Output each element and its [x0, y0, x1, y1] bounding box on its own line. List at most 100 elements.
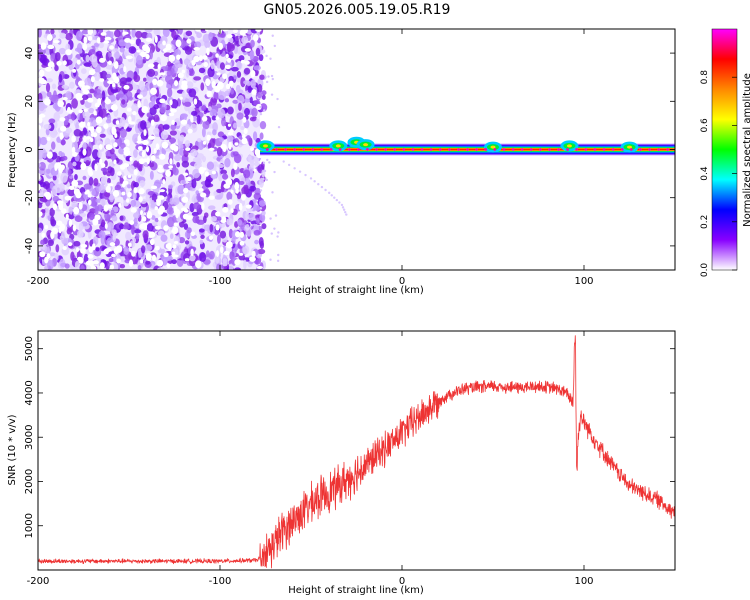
noise-gap: [171, 254, 179, 258]
noise-blob: [210, 59, 215, 70]
noise-dot: [270, 232, 273, 235]
noise-gap: [137, 134, 142, 143]
carrier-peak-dot: [311, 148, 315, 151]
noise-blob: [200, 82, 205, 91]
noise-gap: [91, 243, 96, 251]
noise-gap: [112, 190, 120, 197]
noise-blob: [236, 112, 244, 120]
noise-blob: [111, 215, 118, 222]
arc-dot: [345, 213, 348, 216]
noise-blob: [191, 178, 197, 189]
noise-blob: [185, 81, 194, 89]
noise-gap: [145, 37, 153, 42]
noise-gap: [126, 107, 132, 112]
noise-gap: [148, 135, 155, 140]
noise-gap: [224, 64, 232, 70]
noise-blob: [253, 229, 261, 236]
snr-frame: [37, 330, 676, 571]
noise-gap: [99, 262, 105, 270]
noise-dot: [270, 93, 274, 96]
noise-blob: [119, 215, 124, 221]
arc-dot: [344, 210, 347, 214]
carrier-bump-peak: [263, 144, 268, 148]
noise-blob: [243, 98, 251, 103]
noise-blob: [240, 77, 246, 88]
noise-blob: [196, 219, 205, 225]
noise-gap: [71, 135, 76, 143]
carrier-peak-dot: [620, 148, 624, 151]
carrier-peak-dot: [438, 148, 442, 151]
noise-blob: [191, 211, 199, 217]
noise-gap: [128, 259, 134, 267]
noise-blob: [67, 188, 76, 197]
noise-gap: [153, 147, 157, 154]
noise-blob: [64, 127, 73, 134]
noise-blob: [133, 217, 138, 227]
noise-dot: [259, 179, 262, 183]
noise-blob: [228, 263, 234, 270]
noise-blob: [179, 147, 185, 156]
noise-blob: [184, 101, 192, 107]
noise-gap: [176, 54, 181, 60]
noise-blob: [235, 35, 239, 45]
noise-blob: [176, 161, 181, 168]
noise-gap: [95, 126, 102, 134]
carrier-peak-dot: [402, 148, 406, 151]
noise-gap: [122, 31, 129, 35]
noise-blob: [55, 51, 61, 62]
noise-blob: [210, 173, 217, 179]
arc-dot: [328, 191, 331, 195]
carrier-peak-dot: [511, 148, 515, 151]
noise-blob: [101, 90, 106, 101]
noise-gap: [94, 163, 98, 172]
noise-gap: [160, 114, 168, 122]
noise-gap: [182, 172, 189, 177]
noise-blob: [119, 117, 126, 127]
x-tick-label: -200: [27, 576, 50, 587]
noise-blob: [238, 55, 245, 62]
noise-gap: [158, 205, 165, 213]
noise-blob: [156, 267, 165, 270]
noise-blob: [169, 137, 177, 144]
noise-gap: [143, 129, 147, 137]
noise-gap: [99, 78, 105, 82]
noise-gap: [163, 225, 169, 232]
noise-blob: [58, 151, 63, 157]
noise-gap: [168, 243, 172, 251]
arc-dot: [298, 170, 302, 173]
noise-blob: [217, 108, 226, 119]
noise-blob: [95, 247, 100, 252]
noise-blob: [138, 248, 142, 259]
noise-gap: [123, 65, 127, 73]
noise-blob: [153, 114, 160, 123]
noise-blob: [52, 195, 60, 203]
noise-gap: [84, 136, 92, 140]
noise-gap: [98, 57, 106, 63]
noise-gap: [82, 43, 88, 51]
noise-gap: [162, 178, 166, 185]
noise-blob: [106, 114, 112, 122]
noise-dot: [259, 207, 263, 210]
carrier-peak-dot: [356, 148, 360, 151]
noise-gap: [254, 148, 261, 156]
noise-blob: [82, 94, 89, 101]
noise-gap: [233, 162, 238, 171]
noise-gap: [45, 192, 52, 200]
noise-blob: [243, 169, 251, 179]
noise-gap: [143, 158, 148, 163]
noise-blob: [227, 106, 234, 115]
noise-gap: [241, 137, 248, 145]
arc-dot: [341, 206, 345, 209]
noise-blob: [44, 207, 50, 217]
noise-blob: [162, 124, 170, 130]
noise-gap: [157, 63, 161, 70]
carrier-peak-dot: [384, 148, 388, 151]
noise-gap: [46, 136, 51, 141]
x-tick-label: 100: [574, 576, 593, 587]
noise-gap: [251, 250, 256, 258]
noise-blob: [249, 50, 255, 60]
noise-gap: [195, 29, 201, 32]
noise-gap: [206, 90, 212, 98]
noise-gap: [87, 35, 93, 41]
